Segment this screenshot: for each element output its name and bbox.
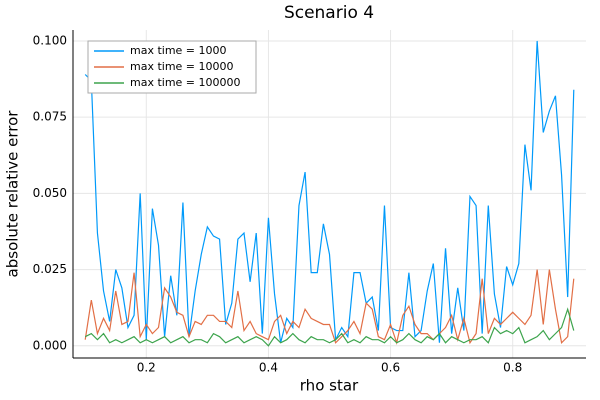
y-tick-label: 0.025 [33,262,67,276]
x-tick-label: 0.8 [503,361,522,375]
y-axis-label: absolute relative error [4,110,22,278]
y-tick-label: 0.100 [33,33,67,47]
legend-label: max time = 10000 [130,60,234,73]
series-line [84,269,575,345]
x-tick-label: 0.4 [259,361,278,375]
series-line [84,40,575,343]
x-tick-label: 0.6 [381,361,400,375]
legend-label: max time = 100000 [130,76,241,89]
x-tick-label: 0.2 [137,361,156,375]
y-tick-label: 0.000 [33,338,67,352]
x-axis-label: rho star [300,377,359,395]
y-tick-label: 0.075 [33,110,67,124]
series-line [84,307,575,347]
legend-label: max time = 1000 [130,44,227,57]
chart-title: Scenario 4 [284,3,374,23]
y-tick-label: 0.050 [33,186,67,200]
